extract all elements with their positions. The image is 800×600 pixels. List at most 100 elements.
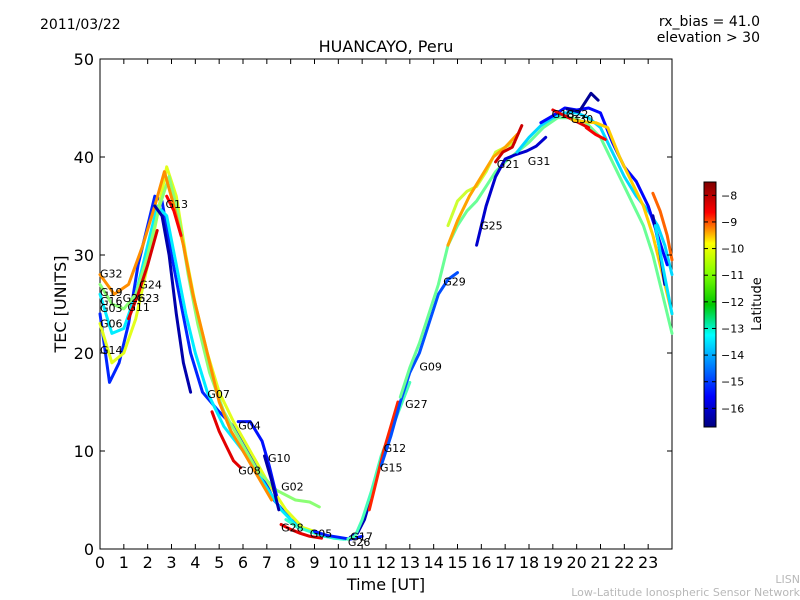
x-axis: 0 1 2 3 4 5 6 7 8 9 10 11 12 13 14 15 16 17 18 19 20 21 22 23: [95, 59, 658, 572]
y-axis-label: TEC [UNITS]: [51, 256, 70, 354]
series-track-x: [515, 111, 674, 277]
bias-info: rx_bias = 41.0 elevation > 30: [657, 14, 760, 46]
satellite-labels: G32G19G16G03G06G14G24G26G23G11G13G07G04G…: [100, 108, 593, 549]
x-tick-label: 3: [166, 553, 176, 572]
series-track-r: [379, 271, 459, 468]
series-track-ac: [584, 126, 607, 141]
satellite-label: G13: [166, 198, 189, 211]
satellite-label: G06: [100, 318, 123, 331]
y-tick-label: 20: [74, 344, 94, 363]
satellite-label: G26: [348, 536, 371, 549]
credit-network: Low-Latitude Ionospheric Sensor Network: [571, 586, 800, 599]
satellite-label: G10: [268, 452, 291, 465]
x-tick-label: 11: [352, 553, 372, 572]
colorbar-label: Latitude: [750, 277, 765, 331]
series-layer: [98, 91, 674, 541]
series-track-z: [565, 91, 600, 114]
satellite-label: G16: [100, 295, 123, 308]
satellite-label: G02: [281, 480, 304, 493]
satellite-label: G07: [207, 388, 230, 401]
satellite-label: G11: [127, 301, 150, 314]
colorbar-tick-label: −16: [721, 402, 744, 415]
series-track-n: [313, 529, 364, 541]
x-tick-label: 17: [495, 553, 515, 572]
colorbar-tick-label: −11: [721, 269, 744, 282]
x-tick-label: 15: [447, 553, 467, 572]
satellite-label: G08: [238, 465, 261, 478]
series-track-t: [446, 140, 517, 228]
satellite-label: G23: [137, 292, 160, 305]
series-track-l: [279, 523, 324, 540]
satellite-label: G09: [419, 361, 442, 374]
series-track-ad: [651, 191, 674, 262]
satellite-label: G15: [380, 462, 403, 475]
x-tick-label: 0: [95, 553, 105, 572]
colorbar-tick-label: −9: [721, 216, 737, 229]
x-tick-label: 22: [614, 553, 634, 572]
plot-frame: [99, 58, 673, 550]
x-tick-label: 10: [328, 553, 348, 572]
y-tick-label: 50: [74, 50, 94, 69]
satellite-label: G03: [100, 302, 123, 315]
x-tick-label: 21: [590, 553, 610, 572]
x-tick-label: 1: [119, 553, 129, 572]
series-track-f: [153, 204, 193, 394]
x-tick-label: 20: [566, 553, 586, 572]
elevation-label: elevation > 30: [656, 30, 760, 46]
colorbar-tick-label: −15: [721, 376, 744, 389]
y-tick-label: 30: [74, 246, 94, 265]
x-tick-label: 2: [143, 553, 153, 572]
x-tick-label: 7: [262, 553, 272, 572]
series-track-ab: [570, 118, 674, 316]
series-track-b: [98, 204, 345, 541]
x-tick-label: 16: [471, 553, 491, 572]
x-tick-label: 4: [190, 553, 200, 572]
colorbar-ticks: −8 −9 −10 −11 −12 −13 −14 −15 −16: [704, 189, 744, 415]
chart-title: HUANCAYO, Peru: [319, 37, 454, 56]
colorbar-tick-label: −8: [721, 189, 737, 202]
series-track-af: [653, 224, 674, 316]
x-tick-label: 23: [638, 553, 658, 572]
series-track-i: [210, 410, 243, 470]
series-track-c: [98, 165, 319, 534]
satellite-label: G30: [571, 113, 594, 126]
series-track-h: [165, 194, 183, 237]
colorbar-tick-label: −10: [721, 243, 744, 256]
satellite-label: G04: [238, 420, 261, 433]
satellite-label: G28: [281, 521, 304, 534]
satellite-label: G21: [497, 158, 520, 171]
x-tick-label: 9: [309, 553, 319, 572]
x-tick-label: 14: [423, 553, 443, 572]
series-track-w: [494, 124, 524, 164]
series-track-u: [446, 133, 519, 247]
colorbar-tick-label: −13: [721, 322, 744, 335]
satellite-label: G05: [310, 527, 333, 540]
satellite-label: G18: [552, 108, 575, 121]
x-tick-label: 13: [400, 553, 420, 572]
series-track-v: [475, 135, 548, 247]
colorbar-tick-label: −12: [721, 296, 744, 309]
satellite-label: G31: [528, 155, 551, 168]
credit: LISN Low-Latitude Ionospheric Sensor Net…: [571, 573, 800, 599]
x-tick-label: 19: [543, 553, 563, 572]
x-tick-label: 5: [214, 553, 224, 572]
satellite-label: G29: [443, 276, 466, 289]
satellite-label: G27: [405, 398, 428, 411]
satellite-label: G22: [566, 108, 589, 121]
satellite-label: G14: [100, 344, 123, 357]
series-track-k: [263, 454, 281, 512]
satellite-label: G25: [480, 220, 503, 233]
y-axis: 0 10 20 30 40 50: [74, 50, 672, 559]
satellite-label: G19: [100, 286, 123, 299]
series-track-aa: [551, 108, 591, 130]
satellite-label: G17: [350, 530, 373, 543]
rx-bias-label: rx_bias = 41.0: [658, 14, 760, 30]
x-tick-label: 6: [238, 553, 248, 572]
x-tick-label: 8: [286, 553, 296, 572]
satellite-label: G32: [100, 268, 123, 281]
satellite-label: G26: [123, 292, 146, 305]
x-tick-label: 12: [376, 553, 396, 572]
colorbar-tick-label: −14: [721, 349, 744, 362]
x-tick-label: 18: [519, 553, 539, 572]
